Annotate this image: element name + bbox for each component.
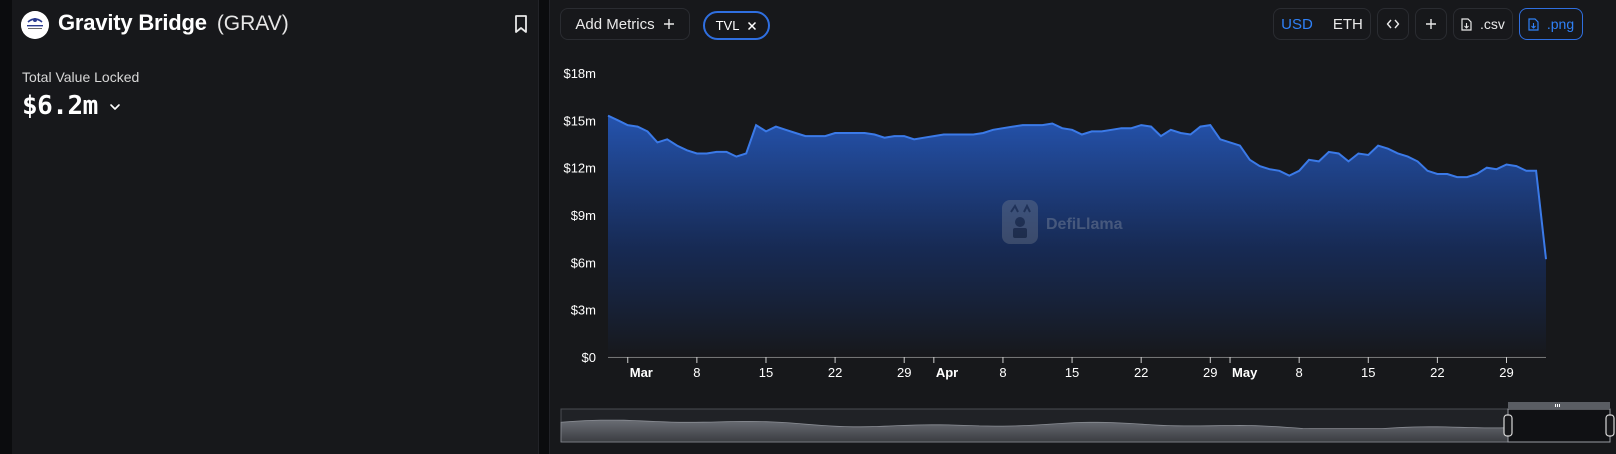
- code-icon: [1386, 19, 1400, 29]
- protocol-symbol: (GRAV): [216, 12, 289, 35]
- x-tick-label: 15: [1361, 365, 1375, 380]
- metric-chip-tvl[interactable]: TVL: [703, 11, 770, 40]
- drag-grip-icon: [1557, 404, 1558, 407]
- download-csv-button[interactable]: .csv: [1453, 8, 1513, 40]
- x-tick-label: 8: [1296, 365, 1303, 380]
- csv-label: .csv: [1480, 16, 1505, 32]
- x-tick-label: 29: [1203, 365, 1217, 380]
- y-tick-label: $15m: [563, 113, 596, 128]
- brush-handle-right[interactable]: [1605, 414, 1615, 437]
- chart-panel: Add Metrics TVL USD ETH .csv: [549, 0, 1616, 454]
- watermark-text: DefiLlama: [1046, 216, 1123, 233]
- y-tick-label: $18m: [563, 66, 596, 81]
- tvl-line: [607, 114, 1547, 260]
- protocol-title: Gravity Bridge (GRAV): [58, 10, 289, 36]
- x-tick-label: 29: [897, 365, 911, 380]
- y-tick-label: $3m: [571, 303, 596, 318]
- currency-usd[interactable]: USD: [1281, 15, 1313, 33]
- drag-grip-icon: [1559, 404, 1560, 407]
- y-tick-label: $9m: [571, 208, 596, 223]
- x-tick-label: 22: [828, 365, 842, 380]
- file-download-icon: [1528, 17, 1539, 31]
- currency-eth[interactable]: ETH: [1332, 15, 1363, 33]
- y-axis: $0 $3m $6m $9m $12m $15m $18m: [563, 66, 596, 365]
- tvl-label: Total Value Locked: [22, 69, 140, 85]
- x-tick-label: Apr: [936, 365, 958, 380]
- x-tick-label: 15: [1065, 365, 1079, 380]
- tvl-value-toggle[interactable]: $6.2m: [22, 91, 122, 121]
- defillama-watermark: DefiLlama: [1002, 200, 1123, 244]
- protocol-name: Gravity Bridge: [58, 10, 207, 35]
- add-chart-button[interactable]: [1415, 8, 1447, 40]
- metric-chip-label: TVL: [715, 18, 740, 33]
- y-tick-label: $0: [582, 350, 596, 365]
- add-metrics-button[interactable]: Add Metrics: [560, 8, 690, 40]
- y-tick-label: $12m: [563, 161, 596, 176]
- brush-handle-left[interactable]: [1503, 414, 1513, 437]
- x-tick-label: 15: [759, 365, 773, 380]
- protocol-logo: [21, 11, 49, 39]
- tvl-area: [608, 115, 1546, 357]
- tvl-value: $6.2m: [22, 91, 98, 121]
- y-tick-label: $6m: [571, 255, 596, 270]
- range-brush[interactable]: [560, 402, 1615, 443]
- x-tick-label: Mar: [630, 365, 653, 380]
- brush-preview: [560, 419, 1509, 443]
- tvl-chart: $0 $3m $6m $9m $12m $15m $18m Mar 8 15 22 29 Apr 8 15…: [560, 66, 1615, 443]
- x-tick-label: 29: [1499, 365, 1513, 380]
- llama-icon: [1002, 200, 1038, 244]
- x-tick-label: 8: [999, 365, 1006, 380]
- close-icon[interactable]: [747, 21, 757, 31]
- file-download-icon: [1461, 17, 1472, 31]
- download-png-button[interactable]: .png: [1519, 8, 1583, 40]
- add-metrics-label: Add Metrics: [575, 15, 655, 33]
- x-tick-label: 8: [693, 365, 700, 380]
- chevron-down-icon: [109, 104, 120, 110]
- drag-grip-icon: [1555, 404, 1556, 407]
- embed-button[interactable]: [1377, 8, 1409, 40]
- brush-selection[interactable]: [1507, 408, 1611, 443]
- bookmark-icon[interactable]: [512, 14, 530, 34]
- currency-toggle: USD ETH: [1273, 8, 1371, 40]
- x-tick-label: 22: [1134, 365, 1148, 380]
- x-tick-label: 22: [1430, 365, 1444, 380]
- png-label: .png: [1546, 16, 1575, 32]
- plus-icon: [663, 19, 674, 29]
- x-tick-label: May: [1232, 365, 1258, 380]
- protocol-summary-panel: Gravity Bridge (GRAV) Total Value Locked…: [12, 0, 539, 454]
- plus-icon: [1426, 19, 1436, 29]
- x-axis: Mar 8 15 22 29 Apr 8 15 22 29 May 8 15 22 29: [608, 356, 1546, 380]
